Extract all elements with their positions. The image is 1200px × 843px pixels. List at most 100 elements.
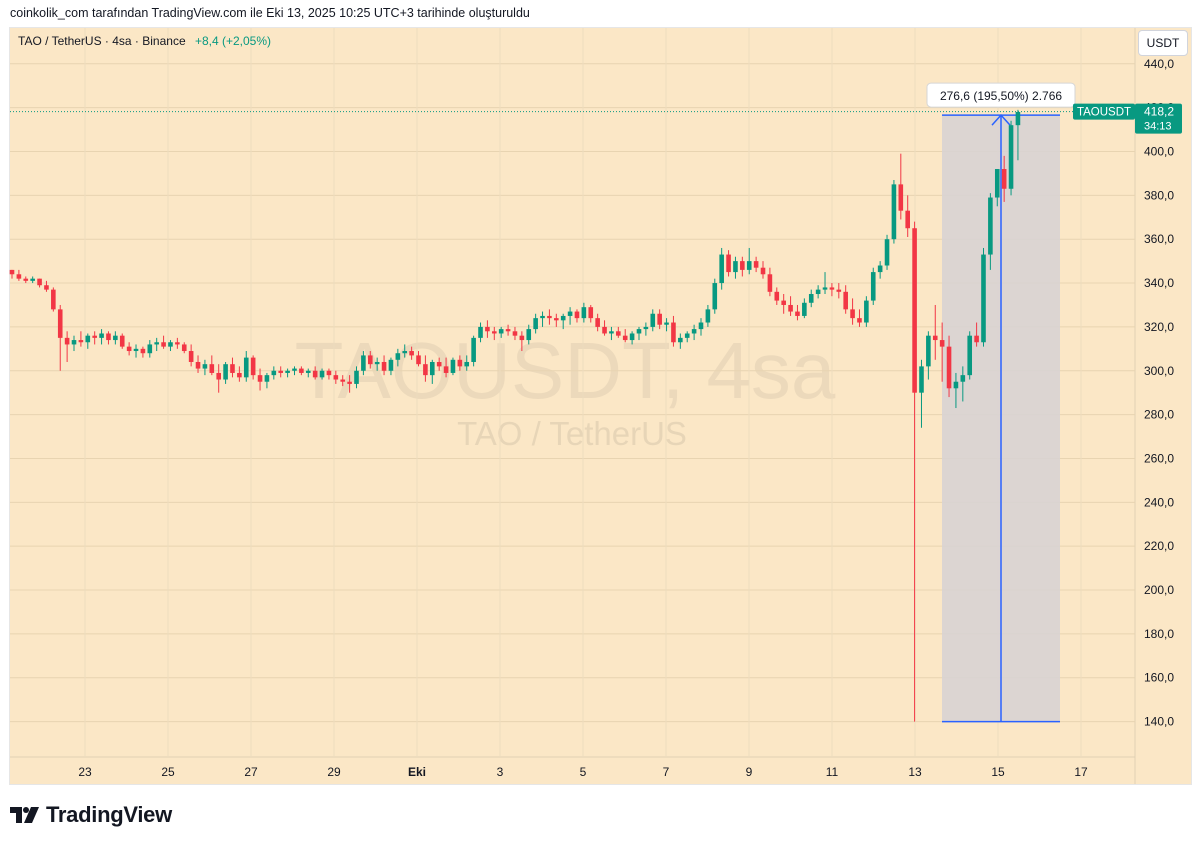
measure-arrow-head — [991, 113, 1011, 126]
candle-body — [1001, 169, 1007, 189]
x-tick-label: 29 — [327, 765, 341, 779]
time-axis[interactable]: 23 25 27 29 Eki 3 5 7 9 11 13 15 17 — [78, 765, 1088, 779]
candle-body — [512, 331, 518, 336]
candle-body — [533, 318, 538, 330]
currency-button[interactable]: USDT — [1138, 30, 1188, 56]
x-tick-label: 9 — [746, 765, 753, 779]
candle-body — [423, 364, 428, 376]
candle-body — [519, 335, 525, 341]
candle-body — [23, 278, 29, 281]
candle-body — [877, 265, 883, 273]
candle-body — [209, 364, 215, 373]
candle-body — [671, 322, 676, 343]
candle-body — [312, 370, 318, 378]
candle-body — [740, 261, 745, 270]
candle-body — [402, 351, 408, 354]
candle-body — [843, 291, 848, 310]
x-tick-label: 11 — [826, 765, 839, 779]
candle-body — [616, 331, 621, 336]
candle-body — [485, 326, 490, 332]
brand-name: TradingView — [46, 802, 172, 827]
candle-body — [746, 261, 752, 270]
candle-body — [161, 342, 166, 347]
candle-body — [264, 375, 270, 382]
y-tick-label: 280,0 — [1144, 408, 1174, 422]
tradingview-logo-icon — [10, 807, 39, 823]
measure-tool[interactable]: 276,6 (195,50%) 2.766 — [926, 82, 1076, 723]
candle-body — [443, 366, 449, 373]
y-tick-label: 140,0 — [1144, 715, 1174, 729]
candle-body — [429, 361, 435, 376]
candle-body — [471, 337, 476, 362]
y-tick-label: 220,0 — [1144, 539, 1174, 553]
y-tick-label: 240,0 — [1144, 495, 1174, 509]
candle-body — [705, 309, 711, 323]
candle-body — [884, 239, 890, 266]
candle-body — [609, 331, 614, 334]
candle-body — [719, 254, 724, 284]
candle-body — [767, 274, 773, 292]
candle-body — [595, 318, 600, 327]
candle-body — [154, 342, 159, 345]
candle-body — [526, 329, 532, 341]
x-tick-label: 5 — [580, 765, 587, 779]
symbol-tag: TAOUSDT — [1077, 107, 1131, 119]
countdown-tag: 34:13 — [1144, 121, 1172, 133]
candle-body — [781, 300, 786, 305]
candle-body — [919, 366, 924, 393]
price-axis[interactable]: 140,0 160,0 180,0 200,0 220,0 240,0 260,0 280,0… — [1144, 57, 1174, 729]
candle-body — [684, 333, 690, 338]
price-tags: TAOUSDT 418,2 34:13 — [10, 103, 1182, 134]
candle-body — [650, 313, 656, 327]
candle-body — [836, 289, 842, 292]
y-tick-label: 300,0 — [1144, 364, 1174, 378]
candle-body — [588, 307, 594, 319]
candle-body — [560, 315, 566, 321]
candle-body — [305, 370, 311, 373]
candle-body — [416, 355, 421, 365]
tradingview-logo[interactable]: TradingView — [10, 802, 172, 828]
candle-body — [498, 329, 504, 334]
y-tick-label: 160,0 — [1144, 671, 1174, 685]
candle-body — [643, 326, 649, 330]
candle-body — [92, 335, 97, 338]
candle-body — [926, 335, 931, 367]
candle-body — [381, 361, 387, 371]
symbol-legend[interactable]: TAO / TetherUS · 4sa · Binance +8,4 (+2,… — [18, 34, 271, 48]
x-tick-label: 23 — [78, 765, 92, 779]
candle-body — [168, 342, 173, 347]
candle-body — [395, 353, 401, 360]
candle-body — [629, 333, 635, 341]
candle-body — [64, 337, 70, 345]
candle-body — [581, 307, 587, 319]
x-tick-label: 17 — [1074, 765, 1088, 779]
x-tick-label: 13 — [908, 765, 922, 779]
candle-body — [354, 370, 359, 384]
symbol-tag-box — [1073, 103, 1135, 120]
y-tick-label: 200,0 — [1144, 583, 1174, 597]
candle-body — [946, 346, 952, 389]
measure-label-box — [926, 82, 1076, 108]
candle-body — [912, 228, 917, 393]
candle-body — [760, 267, 766, 275]
candle-body — [367, 355, 373, 365]
candle-body — [1008, 125, 1014, 189]
candle-body — [326, 370, 332, 376]
candle-body — [16, 274, 22, 279]
candle-body — [898, 184, 904, 211]
candle-body — [753, 261, 759, 268]
candle-body — [953, 381, 959, 389]
x-tick-label: 3 — [497, 765, 504, 779]
candle-body — [292, 368, 297, 371]
candle-body — [113, 335, 118, 341]
candle-body — [905, 210, 910, 229]
candle-body — [223, 364, 228, 380]
candle-body — [967, 335, 973, 376]
candle-body — [250, 357, 256, 376]
y-tick-label: 440,0 — [1144, 57, 1174, 71]
candle-body — [636, 329, 642, 334]
candle-body — [540, 315, 545, 319]
y-tick-label: 180,0 — [1144, 627, 1174, 641]
candle-body — [864, 300, 869, 323]
